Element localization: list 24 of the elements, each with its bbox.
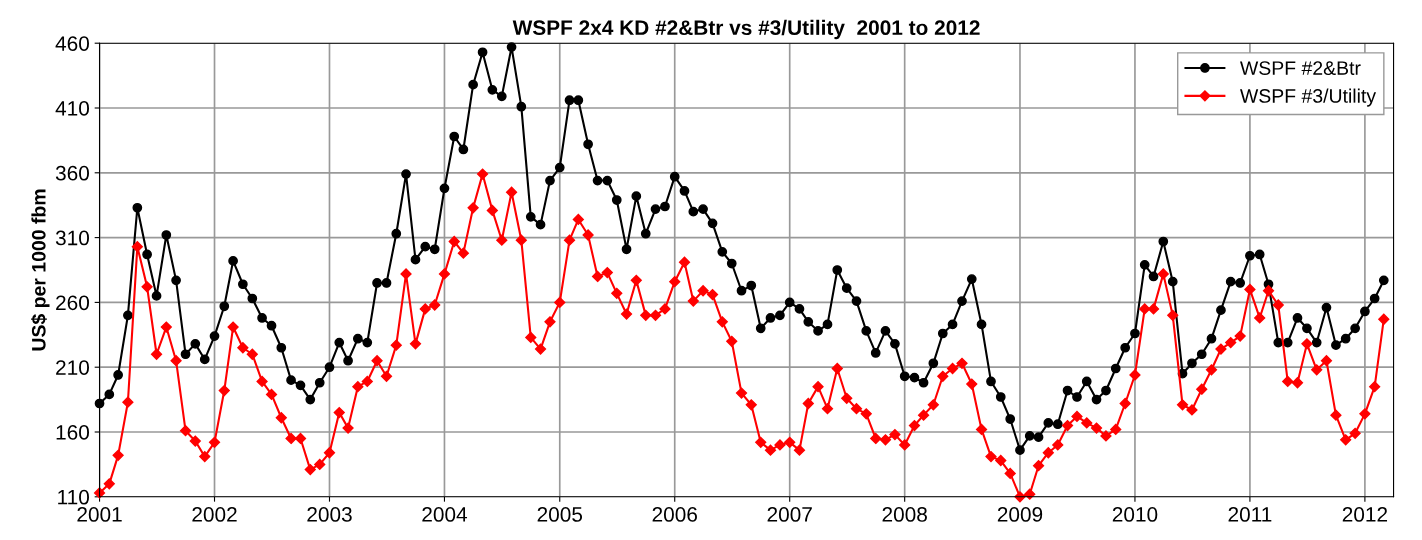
- x-tick-label: 2003: [307, 507, 352, 522]
- x-tick-label: 2004: [422, 507, 468, 522]
- y-tick-label: 360: [55, 165, 90, 181]
- x-tick-label: 2009: [997, 507, 1043, 522]
- x-tick-label: 2007: [767, 507, 812, 522]
- legend-label: WSPF #3/Utility: [1240, 88, 1377, 107]
- x-tick-label: 2006: [652, 507, 697, 522]
- x-tick-label: 2008: [882, 507, 927, 522]
- y-tick-label: 260: [56, 295, 90, 311]
- x-tick-label: 2010: [1112, 507, 1158, 522]
- x-tick-label: 2011: [1228, 507, 1272, 522]
- chart-title: WSPF 2x4 KD #2&Btr vs #3/Utility 2001 to 2012: [512, 19, 980, 40]
- y-tick-label: 160: [56, 425, 90, 440]
- x-tick-label: 2002: [192, 507, 237, 522]
- y-tick-label: 310: [55, 230, 90, 246]
- y-tick-label: 460: [55, 36, 90, 51]
- y-tick-label: 210: [56, 360, 90, 375]
- x-tick-label: 2005: [537, 507, 583, 522]
- y-tick-label: 110: [58, 489, 90, 505]
- x-tick-label: 2001: [77, 507, 122, 522]
- x-tick-label: 2012: [1342, 507, 1388, 522]
- y-tick-label: 410: [55, 101, 90, 116]
- legend-label: WSPF #2&Btr: [1240, 61, 1361, 75]
- y-axis-title: US$ per 1000 fbm: [31, 189, 50, 351]
